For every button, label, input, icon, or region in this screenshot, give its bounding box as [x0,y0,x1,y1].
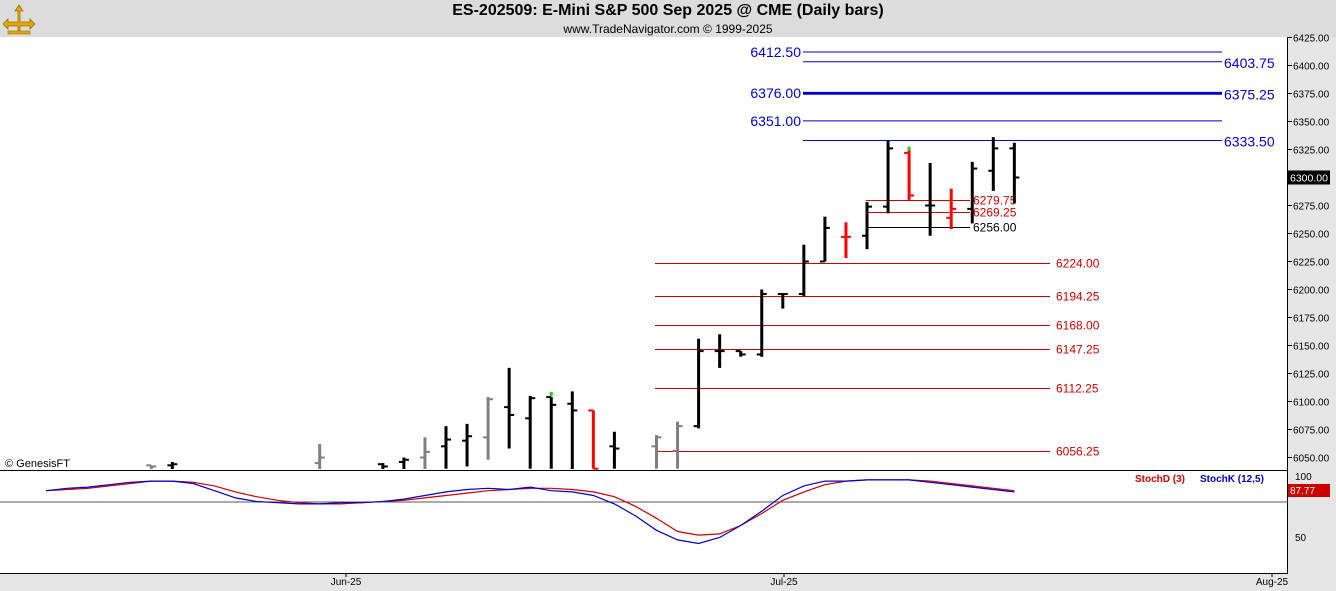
genesis-credit: © GenesisFT [5,458,70,470]
trade-navigator-logo [2,2,36,35]
price-axis-tick-label: 6425.00 [1293,34,1330,45]
price-axis-tick-label: 6325.00 [1293,146,1330,157]
stoch-last-label: 87.77 [1290,486,1315,497]
price-axis-tick-label: 6400.00 [1293,62,1330,73]
date-axis[interactable] [0,573,1336,591]
price-axis-tick-label: 6225.00 [1293,258,1330,269]
price-axis-tick-label: 6350.00 [1293,118,1330,129]
price-axis-tick-label: 6175.00 [1293,314,1330,325]
support-label: 6224.00 [1056,257,1100,271]
stochK-legend: StochK (12,5) [1200,474,1264,485]
price-axis[interactable] [1288,37,1336,573]
support-label: 6256.00 [973,221,1017,235]
date-axis-label: Aug-25 [1256,577,1289,588]
price-axis-tick-label: 6275.00 [1293,202,1330,213]
price-axis-tick-label: 6125.00 [1293,370,1330,381]
support-label: 6168.00 [1056,319,1100,333]
resistance-label: 6376.00 [750,85,801,101]
resistance-label: 6375.25 [1224,87,1275,103]
resistance-label: 6351.00 [750,113,801,129]
chart-title: ES-202509: E-Mini S&P 500 Sep 2025 @ CME… [452,2,884,19]
title-bar [0,0,1336,37]
price-axis-tick-label: 6150.00 [1293,342,1330,353]
stoch-last-marker [1288,484,1330,497]
price-axis-tick-label: 6100.00 [1293,398,1330,409]
resistance-label: 6412.50 [750,44,801,60]
support-label: 6279.75 [973,194,1017,208]
support-label: 6056.25 [1056,445,1100,459]
stoch-axis-label: 50 [1295,533,1307,544]
resistance-label: 6403.75 [1224,55,1275,71]
stochK-line [45,479,1015,545]
date-axis-label: Jul-25 [770,577,798,588]
price-axis-tick-label: 6375.00 [1293,90,1330,101]
stochD-line [45,479,1015,536]
stochD-legend: StochD (3) [1135,474,1185,485]
support-label: 6147.25 [1056,343,1100,357]
price-axis-tick-label: 6250.00 [1293,230,1330,241]
price-axis-tick-label: 6200.00 [1293,286,1330,297]
price-axis-tick-label: 6075.00 [1293,426,1330,437]
support-label: 6269.25 [973,206,1017,220]
date-axis-label: Jun-25 [331,577,362,588]
support-label: 6194.25 [1056,290,1100,304]
price-axis-tick-label: 6050.00 [1293,454,1330,465]
stoch-axis-label: 100 [1295,472,1312,483]
chart-subtitle: www.TradeNavigator.com © 1999-2025 [563,22,773,36]
last-price-marker [1288,170,1330,185]
support-label: 6112.25 [1056,382,1099,396]
resistance-label: 6333.50 [1224,133,1275,149]
last-price-label: 6300.00 [1290,173,1328,185]
